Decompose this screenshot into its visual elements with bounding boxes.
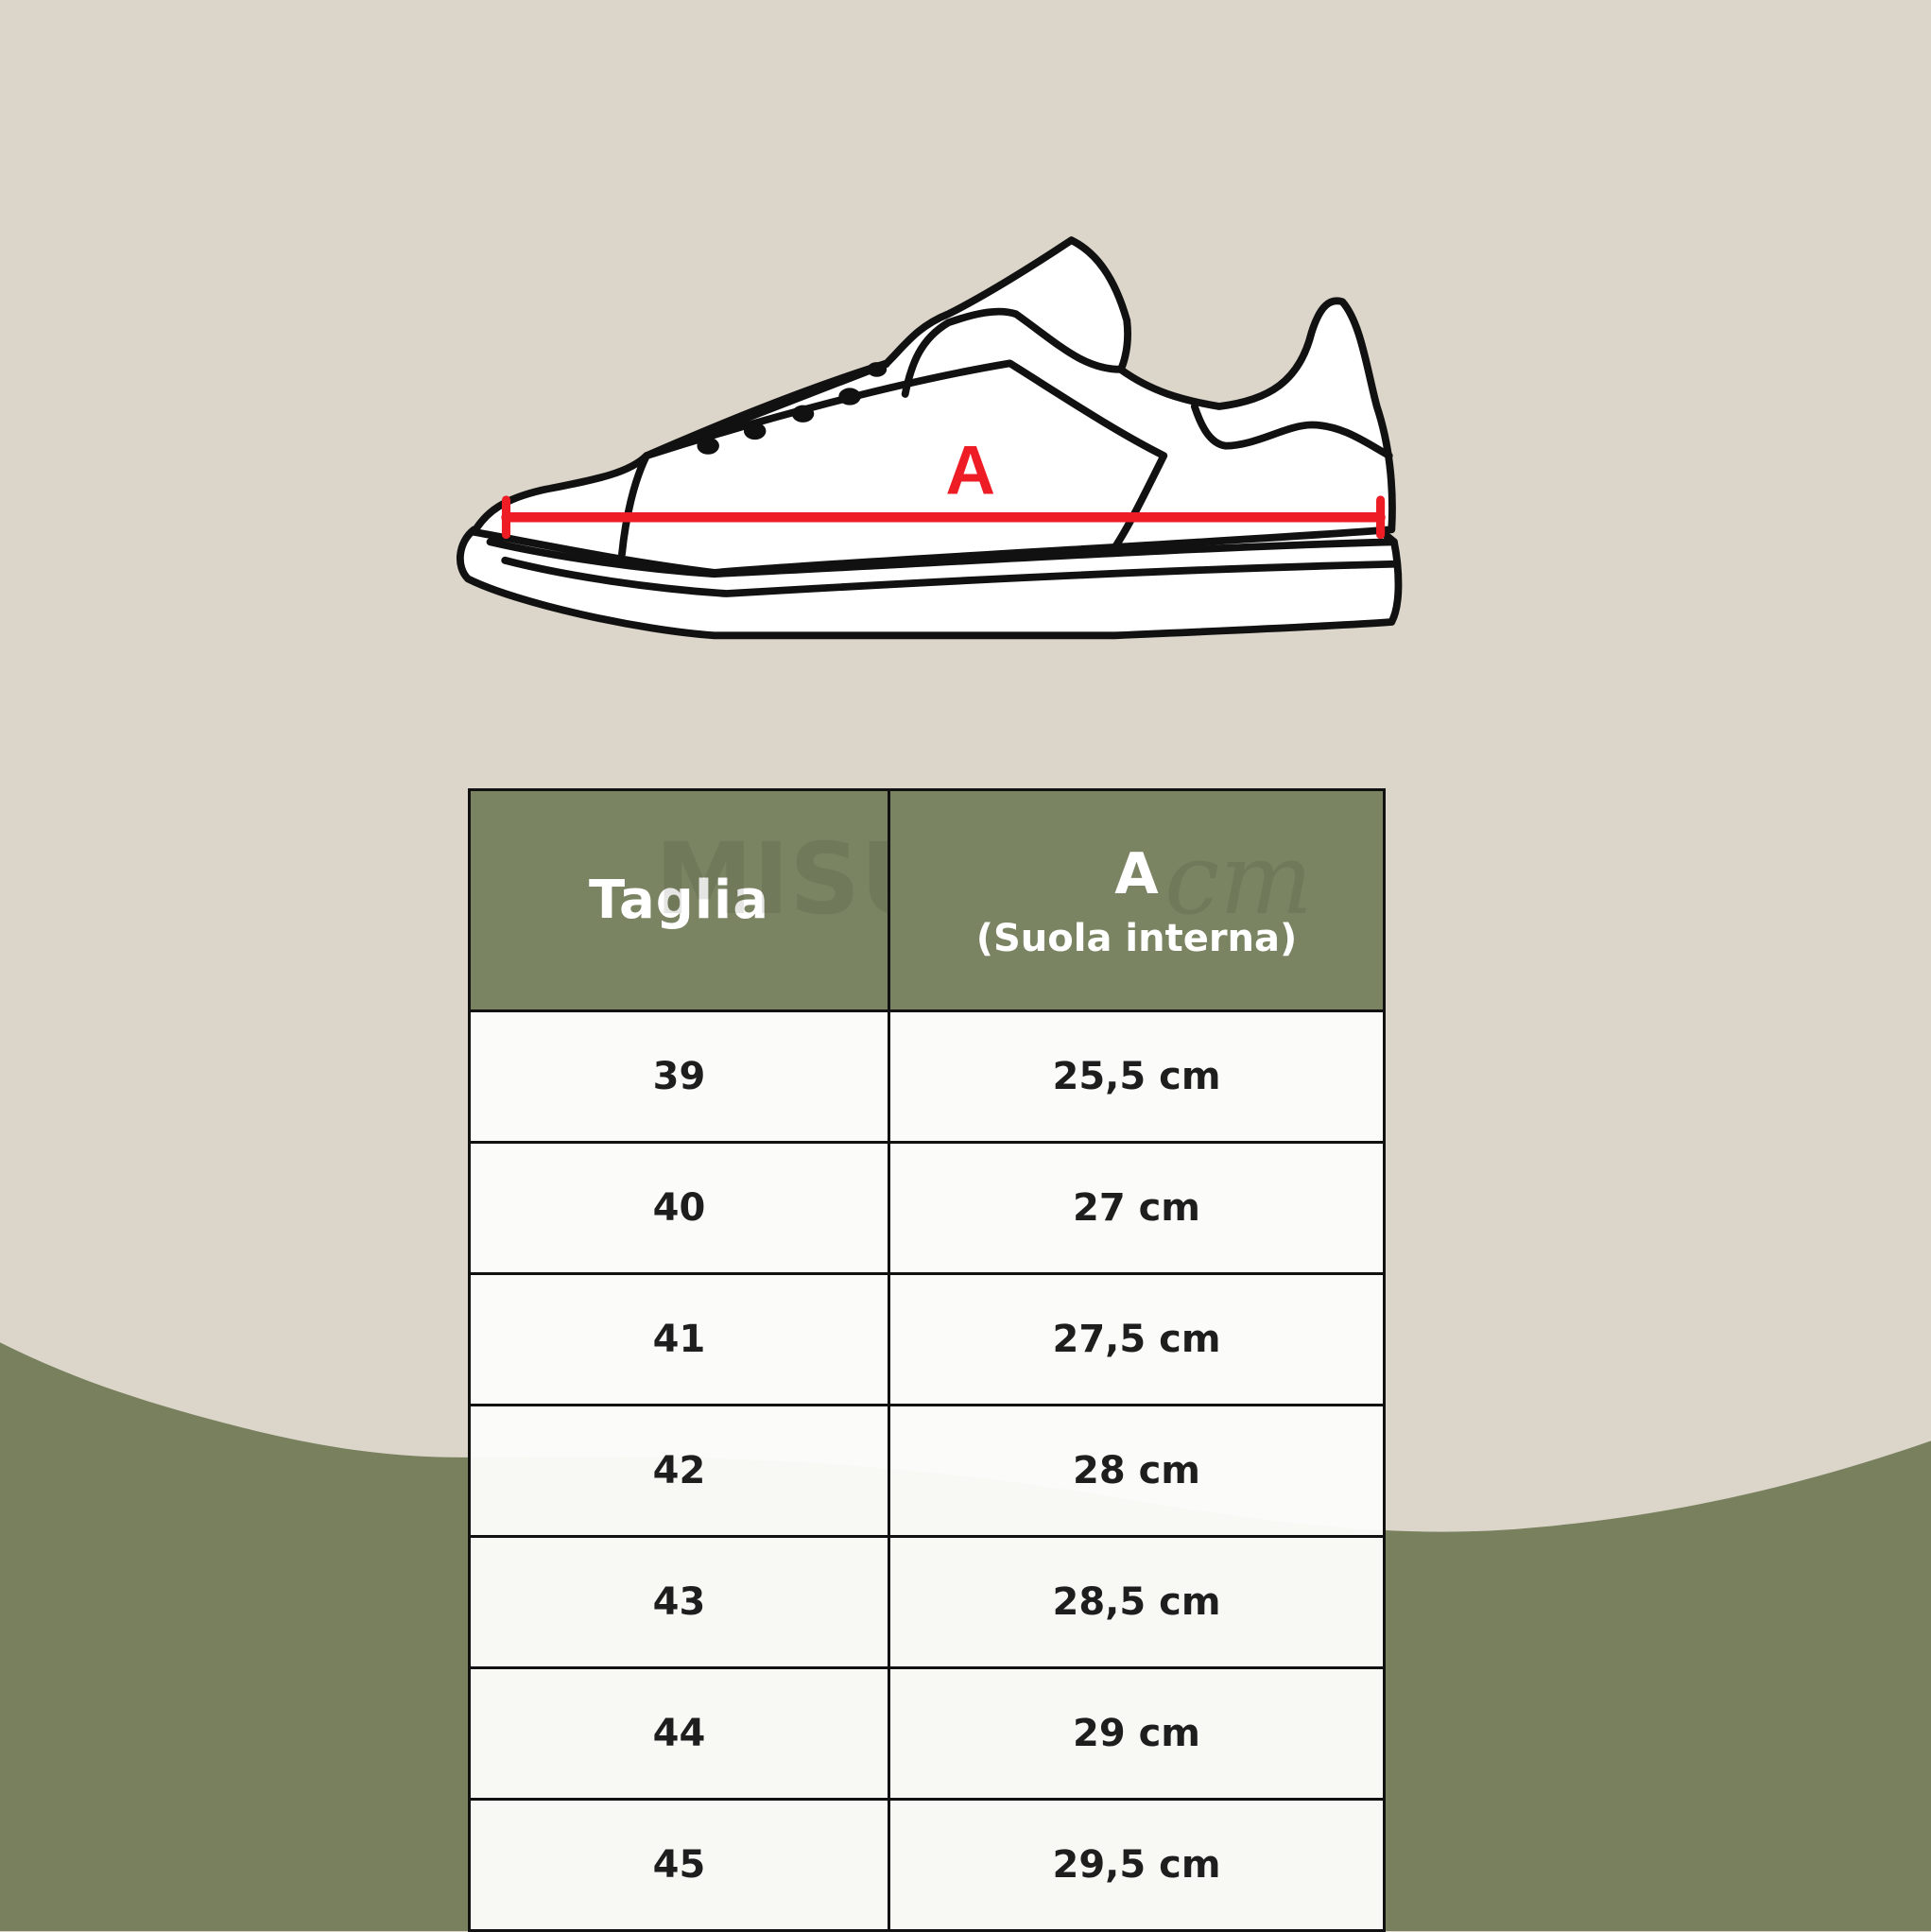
table-row: 40 27 cm [468,1141,1386,1275]
length-cell: 25,5 cm [888,1009,1386,1144]
size-table: MISURE IN Taglia cm A (Suola interna) 39… [468,788,1386,1932]
shoe-collar [901,307,1125,398]
size-cell: 45 [468,1798,890,1932]
length-cell: 28,5 cm [888,1535,1386,1669]
length-cell: 27,5 cm [888,1272,1386,1406]
laces [686,361,890,455]
measure-label: A [945,432,995,509]
header-measure: cm A (Suola interna) [888,788,1386,1012]
table-row: 43 28,5 cm [468,1535,1386,1669]
shoe-heel-tab [1190,403,1393,459]
table-row: 42 28 cm [468,1404,1386,1538]
size-cell: 43 [468,1535,890,1669]
table-row: 39 25,5 cm [468,1009,1386,1144]
sole-stripe [501,556,1398,597]
shoe-illustration [456,236,1403,640]
length-cell: 27 cm [888,1141,1386,1275]
sole-stripe [486,538,1398,578]
size-cell: 41 [468,1272,890,1406]
size-cell: 44 [468,1666,890,1801]
header-size-label: Taglia [588,870,770,931]
size-cell: 42 [468,1404,890,1538]
table-row: 44 29 cm [468,1666,1386,1801]
table-row: 45 29,5 cm [468,1798,1386,1932]
measure-line [501,495,1386,540]
size-cell: 39 [468,1009,890,1144]
table-row: 41 27,5 cm [468,1272,1386,1406]
header-measure-sub: (Suola interna) [975,916,1298,960]
length-cell: 28 cm [888,1404,1386,1538]
shoe-side-panel [618,359,1168,559]
shoe-upper [470,236,1396,577]
length-cell: 29 cm [888,1666,1386,1801]
table-header-row: MISURE IN Taglia cm A (Suola interna) [468,788,1386,1012]
header-measure-label: A [1114,840,1159,907]
header-size: MISURE IN Taglia [468,788,1236,1012]
size-cell: 40 [468,1141,890,1275]
length-cell: 29,5 cm [888,1798,1386,1932]
